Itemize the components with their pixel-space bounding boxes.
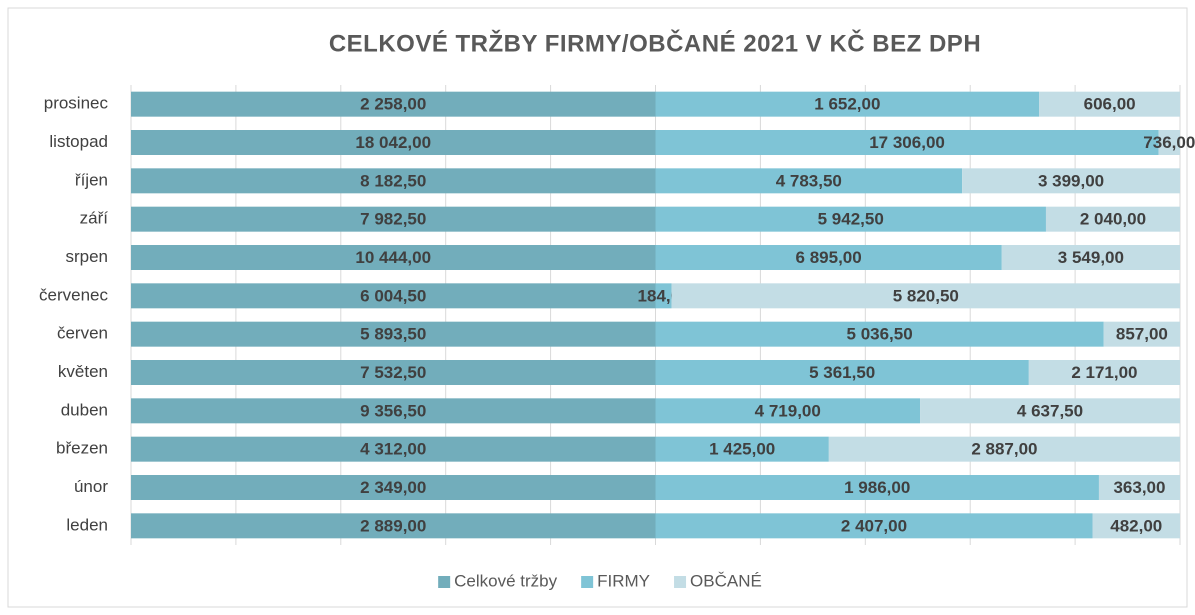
bar-segment — [131, 245, 656, 270]
bar-segment — [1045, 206, 1180, 232]
data-label: 10 444,00 — [355, 248, 431, 267]
bar-segment — [131, 130, 656, 155]
legend-item: OBČANÉ — [674, 571, 762, 590]
data-label: 5 361,50 — [809, 363, 875, 382]
category-label: srpen — [65, 247, 108, 266]
data-label: 1 652,00 — [814, 95, 880, 114]
bar-segment — [655, 206, 1046, 232]
data-label: 8 182,50 — [360, 171, 426, 190]
legend-item: Celkové tržby — [438, 571, 558, 590]
category-label: únor — [74, 477, 108, 496]
legend-swatch — [438, 576, 451, 588]
bar-segment — [671, 283, 1180, 309]
bar-segment — [131, 436, 656, 462]
data-label: 3 399,00 — [1038, 171, 1104, 190]
category-label: září — [80, 209, 109, 228]
bar-segment — [1039, 91, 1180, 117]
bar-segment — [655, 168, 963, 194]
bar-segment — [131, 283, 656, 309]
bar-segment — [655, 513, 1093, 539]
category-label: listopad — [49, 132, 108, 151]
bar-segment — [1098, 475, 1180, 500]
data-label: 4 637,50 — [1017, 401, 1083, 420]
legend-swatch — [581, 576, 594, 588]
data-label: 1 425,00 — [709, 440, 775, 459]
legend-label: OBČANÉ — [690, 571, 762, 590]
data-label: 5 820,50 — [893, 286, 959, 305]
chart-title: CELKOVÉ TRŽBY FIRMY/OBČANÉ 2021 V KČ BEZ… — [329, 29, 981, 57]
bar-segment — [962, 168, 1180, 194]
category-label: leden — [66, 515, 108, 534]
data-label: 4 783,50 — [776, 171, 842, 190]
data-label: 7 982,50 — [360, 210, 426, 229]
data-label: 18 042,00 — [355, 133, 431, 152]
bar-segment — [828, 436, 1180, 462]
data-label: 2 171,00 — [1071, 363, 1137, 382]
data-label: 482,00 — [1110, 516, 1162, 535]
bar-segment — [131, 475, 656, 500]
data-label: 2 349,00 — [360, 478, 426, 497]
bar-segment — [131, 91, 656, 117]
bar-segment — [131, 206, 656, 232]
category-label: prosinec — [44, 94, 109, 113]
data-label: 6 895,00 — [796, 248, 862, 267]
data-label: 5 942,50 — [818, 210, 884, 229]
data-label: 2 889,00 — [360, 516, 426, 535]
bar-segment — [655, 360, 1029, 385]
bar-segment — [131, 168, 656, 194]
bar-segment — [655, 398, 921, 424]
bar-segment — [131, 513, 656, 539]
data-label: 736,00 — [1143, 133, 1195, 152]
bar-segment — [655, 321, 1104, 347]
bar-segment — [1103, 321, 1180, 347]
bar-segment — [655, 475, 1099, 500]
bar-segment — [1092, 513, 1180, 539]
bar-segment — [131, 398, 656, 424]
data-label: 363,00 — [1113, 478, 1165, 497]
data-label: 2 040,00 — [1080, 210, 1146, 229]
category-label: květen — [58, 362, 108, 381]
legend-swatch — [674, 576, 687, 588]
bar-segment — [655, 130, 1159, 155]
data-label: 4 719,00 — [755, 401, 821, 420]
legend-item: FIRMY — [581, 571, 650, 590]
data-label: 6 004,50 — [360, 286, 426, 305]
bar-segment — [1158, 130, 1180, 155]
bar-segment — [655, 245, 1002, 270]
category-label: červenec — [39, 285, 108, 304]
data-label: 5 036,50 — [847, 325, 913, 344]
data-label: 5 893,50 — [360, 325, 426, 344]
data-label: 4 312,00 — [360, 440, 426, 459]
data-label: 17 306,00 — [869, 133, 945, 152]
category-label: duben — [61, 400, 108, 419]
legend-label: Celkové tržby — [454, 571, 557, 590]
data-label: 3 549,00 — [1058, 248, 1124, 267]
bar-segment — [655, 91, 1040, 117]
bar-segment — [131, 321, 656, 347]
bar-segment — [655, 283, 672, 309]
bar-segment — [920, 398, 1180, 424]
category-label: říjen — [75, 170, 108, 189]
bar-segment — [655, 436, 829, 462]
data-label: 857,00 — [1116, 325, 1168, 344]
data-label: 9 356,50 — [360, 401, 426, 420]
data-label: 7 532,50 — [360, 363, 426, 382]
bar-segment — [1001, 245, 1180, 270]
data-label: 1 986,00 — [844, 478, 910, 497]
bar-segment — [131, 360, 656, 385]
category-label: březen — [56, 439, 108, 458]
data-label: 2 887,00 — [971, 440, 1037, 459]
data-label: 2 407,00 — [841, 516, 907, 535]
category-label: červen — [57, 324, 108, 343]
bar-segment — [1028, 360, 1180, 385]
data-label: 2 258,00 — [360, 95, 426, 114]
legend-label: FIRMY — [597, 571, 650, 590]
data-label: 606,00 — [1084, 95, 1136, 114]
